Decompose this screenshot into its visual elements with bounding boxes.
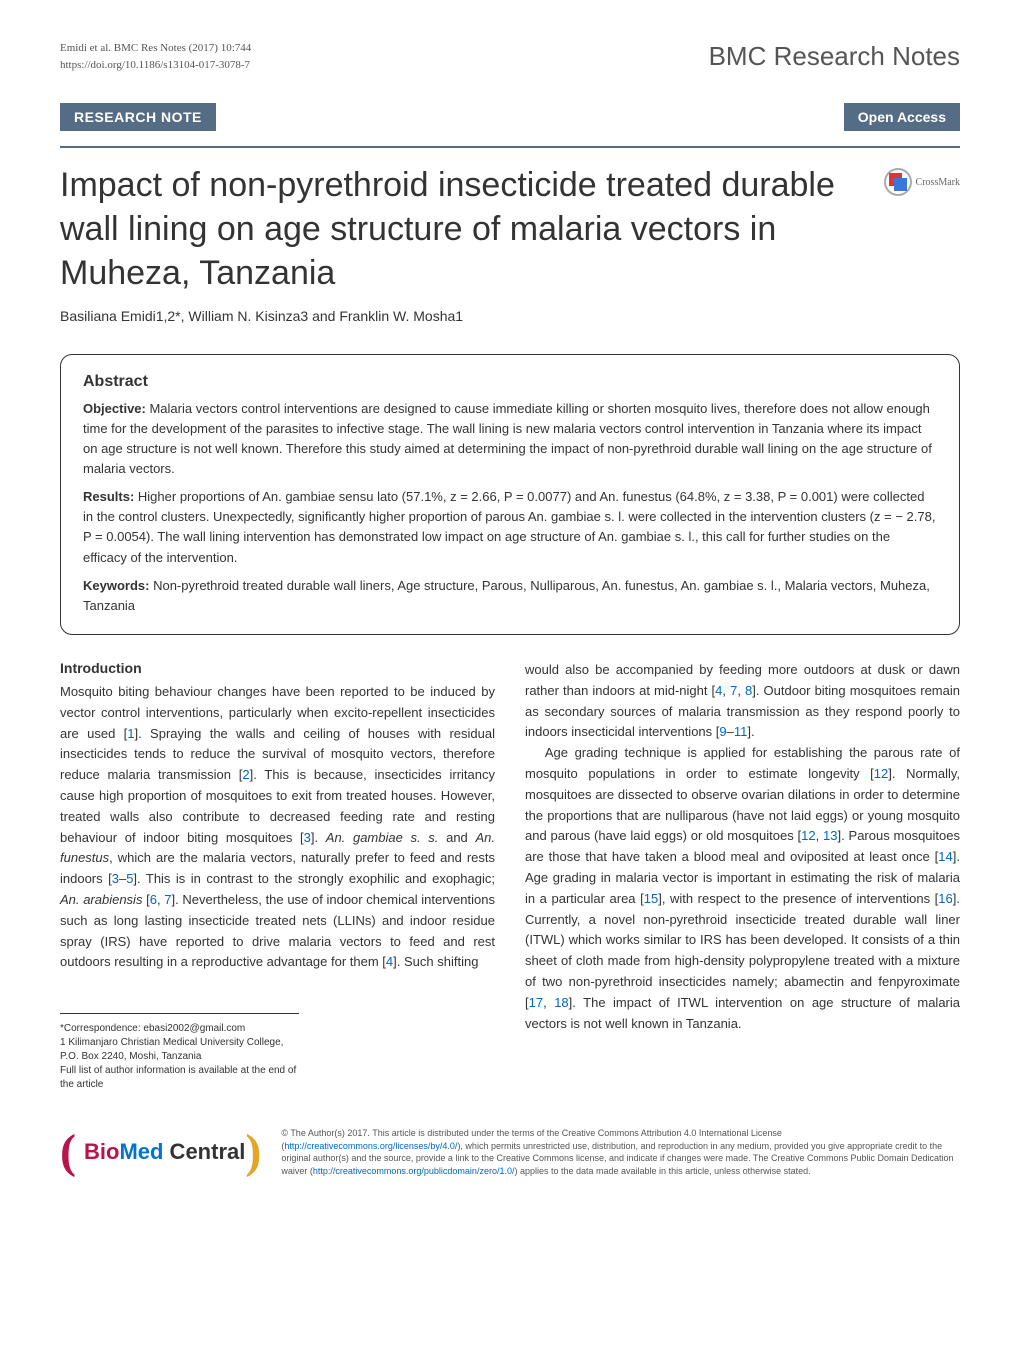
bmc-logo-text: BioMed Central xyxy=(84,1139,245,1165)
journal-name: BMC Research Notes xyxy=(709,41,960,72)
open-access-badge: Open Access xyxy=(844,103,960,131)
column-left: Introduction Mosquito biting behaviour c… xyxy=(60,660,495,1092)
keywords-label: Keywords: xyxy=(83,578,149,593)
full-list-note: Full list of author information is avail… xyxy=(60,1064,299,1092)
intro-heading: Introduction xyxy=(60,660,495,676)
body-columns: Introduction Mosquito biting behaviour c… xyxy=(60,660,960,1092)
license-text: © The Author(s) 2017. This article is di… xyxy=(281,1127,960,1177)
citation-block: Emidi et al. BMC Res Notes (2017) 10:744… xyxy=(60,40,251,73)
col1-text: Mosquito biting behaviour changes have b… xyxy=(60,682,495,973)
results-text: Higher proportions of An. gambiae sensu … xyxy=(83,489,935,564)
crossmark-label: CrossMark xyxy=(916,177,960,188)
column-right: would also be accompanied by feeding mor… xyxy=(525,660,960,1092)
correspondence-note: *Correspondence: ebasi2002@gmail.com xyxy=(60,1022,299,1036)
article-title: Impact of non-pyrethroid insecticide tre… xyxy=(60,163,864,296)
article-type-badge: RESEARCH NOTE xyxy=(60,103,216,131)
bmc-central: Central xyxy=(163,1139,245,1164)
col2-text: would also be accompanied by feeding mor… xyxy=(525,660,960,1034)
footer: ( BioMed Central ) © The Author(s) 2017.… xyxy=(60,1127,960,1177)
bmc-logo: ( BioMed Central ) xyxy=(60,1128,261,1176)
results-label: Results: xyxy=(83,489,134,504)
article-type-bar: RESEARCH NOTE Open Access xyxy=(60,103,960,131)
abstract-results: Results: Higher proportions of An. gambi… xyxy=(83,487,937,568)
abstract-heading: Abstract xyxy=(83,373,937,391)
bracket-open-icon: ( xyxy=(60,1128,76,1176)
citation-line: Emidi et al. BMC Res Notes (2017) 10:744 xyxy=(60,40,251,57)
objective-label: Objective: xyxy=(83,401,146,416)
abstract-box: Abstract Objective: Malaria vectors cont… xyxy=(60,354,960,635)
title-row: Impact of non-pyrethroid insecticide tre… xyxy=(60,163,960,296)
crossmark-icon xyxy=(884,168,912,196)
page-header: Emidi et al. BMC Res Notes (2017) 10:744… xyxy=(60,40,960,73)
footnote-divider: *Correspondence: ebasi2002@gmail.com 1 K… xyxy=(60,1013,299,1092)
doi-line: https://doi.org/10.1186/s13104-017-3078-… xyxy=(60,57,251,74)
header-divider xyxy=(60,146,960,148)
affiliation-note: 1 Kilimanjaro Christian Medical Universi… xyxy=(60,1036,299,1064)
bmc-bio: Bio xyxy=(84,1139,119,1164)
keywords-text: Non-pyrethroid treated durable wall line… xyxy=(83,578,930,613)
objective-text: Malaria vectors control interventions ar… xyxy=(83,401,932,476)
bracket-close-icon: ) xyxy=(253,1128,261,1176)
crossmark-badge[interactable]: CrossMark xyxy=(884,168,960,196)
abstract-objective: Objective: Malaria vectors control inter… xyxy=(83,399,937,480)
authors-line: Basiliana Emidi1,2*, William N. Kisinza3… xyxy=(60,308,960,324)
bmc-med: Med xyxy=(119,1139,163,1164)
abstract-keywords: Keywords: Non-pyrethroid treated durable… xyxy=(83,576,937,616)
